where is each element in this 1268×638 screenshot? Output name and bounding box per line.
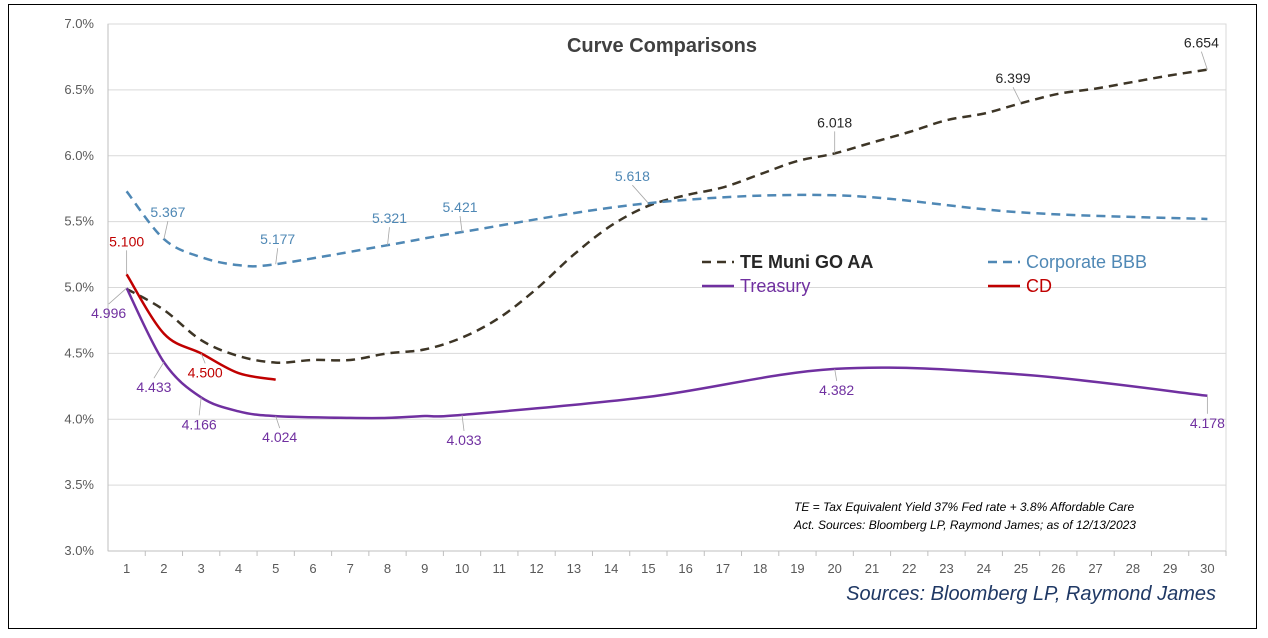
x-tick-label: 18 xyxy=(753,561,767,576)
legend-label-te-muni-go-aa: TE Muni GO AA xyxy=(740,252,873,272)
data-labels: 6.018 6.399 6.654 5.367 5.177 5.321 5.421 5.618… xyxy=(91,35,1225,448)
y-tick-label: 4.5% xyxy=(64,345,94,360)
data-label-treasury: 4.996 xyxy=(91,305,126,321)
series-line-treasury xyxy=(125,287,1208,420)
data-label-leader xyxy=(461,414,465,431)
data-label-leader xyxy=(275,248,279,265)
chart-frame xyxy=(8,4,1257,629)
y-tick-label: 5.5% xyxy=(64,214,94,229)
data-label-cd: 5.100 xyxy=(109,233,144,249)
data-label-treasury: 4.433 xyxy=(136,379,171,395)
x-tick-label: 30 xyxy=(1200,561,1214,576)
y-tick-label: 5.0% xyxy=(64,280,94,295)
x-tick-label: 12 xyxy=(529,561,543,576)
legend-label-treasury: Treasury xyxy=(740,276,810,296)
y-tick-label: 3.5% xyxy=(64,477,94,492)
sources-footer: Sources: Bloomberg LP, Raymond James xyxy=(846,583,1216,605)
x-tick-label: 14 xyxy=(604,561,618,576)
x-tick-label: 3 xyxy=(198,561,205,576)
x-tick-label: 20 xyxy=(827,561,841,576)
data-label-leader xyxy=(153,361,165,379)
data-label-te-muni-go-aa: 6.018 xyxy=(817,114,852,130)
data-label-leader xyxy=(632,184,649,204)
x-tick-label: 24 xyxy=(977,561,991,576)
data-label-leader xyxy=(163,221,169,240)
x-tick-label: 6 xyxy=(309,561,316,576)
data-label-leader xyxy=(1200,51,1208,70)
data-label-leader xyxy=(198,397,202,416)
y-tick-label: 3.0% xyxy=(64,543,94,558)
data-label-corporate-bbb: 5.618 xyxy=(615,168,650,184)
data-label-leader xyxy=(834,368,838,381)
footnote-line-2: Act. Sources: Bloomberg LP, Raymond Jame… xyxy=(793,518,1136,532)
x-tick-label: 27 xyxy=(1088,561,1102,576)
y-tick-label: 6.0% xyxy=(64,148,94,163)
data-label-corporate-bbb: 5.321 xyxy=(372,210,407,226)
x-tick-label: 13 xyxy=(567,561,581,576)
data-label-leader xyxy=(200,353,206,364)
gridlines xyxy=(107,23,1227,552)
data-label-corporate-bbb: 5.421 xyxy=(443,199,478,215)
x-tick-label: 1 xyxy=(123,561,130,576)
data-label-treasury: 4.166 xyxy=(182,416,217,432)
data-label-te-muni-go-aa: 6.399 xyxy=(996,70,1031,86)
x-tick-label: 9 xyxy=(421,561,428,576)
data-label-cd: 4.500 xyxy=(188,364,223,380)
x-tick-label: 8 xyxy=(384,561,391,576)
x-tick-label: 7 xyxy=(347,561,354,576)
data-label-leader xyxy=(1012,87,1022,104)
data-label-te-muni-go-aa: 6.654 xyxy=(1184,35,1219,51)
data-label-leader xyxy=(459,215,463,233)
data-label-leader xyxy=(387,227,390,246)
data-label-treasury: 4.033 xyxy=(447,432,482,448)
x-tick-label: 26 xyxy=(1051,561,1065,576)
x-tick-label: 23 xyxy=(939,561,953,576)
series-line-te-muni-go-aa xyxy=(125,68,1208,364)
data-label-treasury: 4.024 xyxy=(262,429,297,445)
x-tick-label: 11 xyxy=(493,561,507,576)
x-tick-label: 21 xyxy=(865,561,879,576)
axes: 3.0%3.5%4.0%4.5%5.0%5.5%6.0%6.5%7.0%1 2 3 4… xyxy=(64,16,1227,576)
data-label-corporate-bbb: 5.367 xyxy=(150,204,185,220)
data-label-treasury: 4.178 xyxy=(1190,415,1225,431)
legend-label-cd: CD xyxy=(1026,276,1052,296)
y-tick-label: 6.5% xyxy=(64,82,94,97)
legend: TE Muni GO AA Corporate BBB Treasury CD xyxy=(702,252,1147,296)
x-tick-label: 19 xyxy=(790,561,804,576)
x-tick-label: 10 xyxy=(455,561,469,576)
x-tick-label: 28 xyxy=(1126,561,1140,576)
x-tick-label: 2 xyxy=(160,561,167,576)
chart-title: Curve Comparisons xyxy=(567,35,757,57)
data-label-leader xyxy=(275,415,281,429)
x-tick-label: 25 xyxy=(1014,561,1028,576)
legend-label-corporate-bbb: Corporate BBB xyxy=(1026,252,1147,272)
x-tick-label: 5 xyxy=(272,561,279,576)
data-label-corporate-bbb: 5.177 xyxy=(260,231,295,247)
data-label-treasury: 4.382 xyxy=(819,382,854,398)
x-tick-label: 16 xyxy=(678,561,692,576)
x-tick-label: 4 xyxy=(235,561,242,576)
x-tick-label: 22 xyxy=(902,561,916,576)
y-tick-label: 4.0% xyxy=(64,411,94,426)
y-tick-label: 7.0% xyxy=(64,16,94,31)
x-tick-label: 29 xyxy=(1163,561,1177,576)
x-tick-label: 15 xyxy=(641,561,655,576)
footnote-line-1: TE = Tax Equivalent Yield 37% Fed rate +… xyxy=(794,500,1135,514)
x-tick-label: 17 xyxy=(716,561,730,576)
data-label-leader xyxy=(108,287,127,305)
